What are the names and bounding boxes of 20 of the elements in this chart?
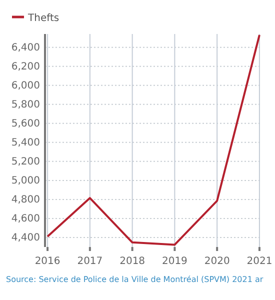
y-tick-label: 6,200 [11, 62, 40, 73]
y-tick-label: 5,000 [11, 176, 40, 187]
y-tick-label: 5,800 [11, 100, 40, 111]
x-tick-label: 2017 [77, 256, 103, 268]
y-tick-label: 5,200 [11, 156, 40, 168]
x-tick-label: 2020 [204, 256, 230, 268]
x-tick-label: 2018 [120, 256, 146, 268]
x-tick-label: 2021 [246, 256, 272, 268]
x-tick-label: 2016 [34, 256, 60, 268]
legend-label: Thefts [27, 13, 60, 24]
y-tick-label: 6,000 [11, 80, 40, 92]
y-tick-label: 4,400 [11, 232, 40, 244]
x-tick-label: 2019 [162, 256, 188, 268]
y-tick-label: 6,400 [11, 42, 40, 54]
source-note: Source: Service de Police de la Ville de Montréal (SPVM) 2021 ar [6, 275, 264, 284]
y-tick-label: 5,600 [11, 118, 40, 130]
y-tick-label: 5,400 [11, 138, 40, 149]
y-tick-label: 4,800 [11, 194, 40, 206]
line-series [46, 34, 260, 246]
y-tick-label: 4,600 [11, 214, 40, 225]
